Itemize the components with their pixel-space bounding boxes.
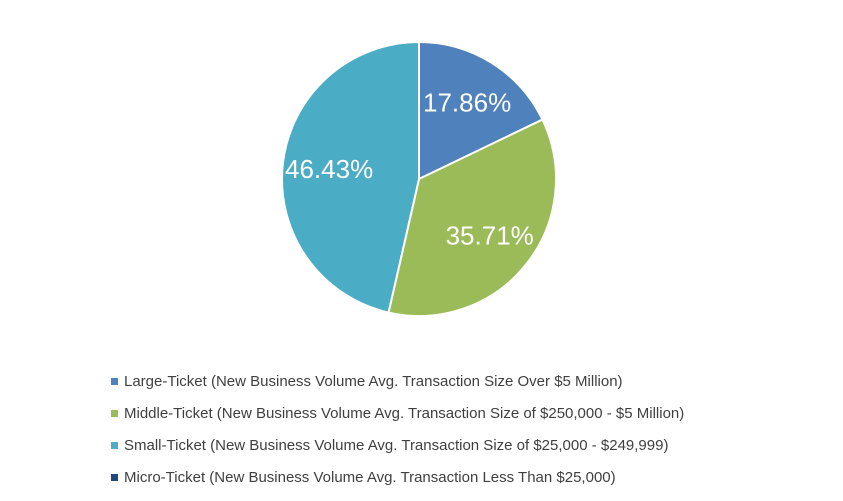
legend-label-large-ticket: Large-Ticket (New Business Volume Avg. T… xyxy=(124,372,623,390)
legend-swatch-middle-ticket xyxy=(111,409,118,417)
data-label-large-ticket: 17.86% xyxy=(423,87,511,117)
legend-swatch-large-ticket xyxy=(111,377,118,385)
legend: Large-Ticket (New Business Volume Avg. T… xyxy=(111,365,811,493)
legend-swatch-small-ticket xyxy=(111,441,118,449)
legend-item-small-ticket: Small-Ticket (New Business Volume Avg. T… xyxy=(111,429,811,461)
legend-item-micro-ticket: Micro-Ticket (New Business Volume Avg. T… xyxy=(111,461,811,493)
pie-plot-area: 17.86% 35.71% 46.43% xyxy=(281,40,557,317)
legend-item-large-ticket: Large-Ticket (New Business Volume Avg. T… xyxy=(111,365,811,397)
legend-item-middle-ticket: Middle-Ticket (New Business Volume Avg. … xyxy=(111,397,811,429)
legend-label-micro-ticket: Micro-Ticket (New Business Volume Avg. T… xyxy=(124,468,616,486)
pie-slice-middle-ticket xyxy=(387,118,557,317)
legend-label-small-ticket: Small-Ticket (New Business Volume Avg. T… xyxy=(124,436,669,454)
legend-swatch-micro-ticket xyxy=(111,473,118,481)
legend-label-middle-ticket: Middle-Ticket (New Business Volume Avg. … xyxy=(124,404,685,422)
pie-slice-small-ticket xyxy=(281,40,420,314)
pie-data-labels: 17.86% 35.71% 46.43% xyxy=(285,87,534,250)
data-label-middle-ticket: 35.71% xyxy=(446,220,534,250)
pie-slice-large-ticket xyxy=(418,40,544,181)
data-label-small-ticket: 46.43% xyxy=(285,154,373,184)
pie-slices xyxy=(281,40,557,317)
